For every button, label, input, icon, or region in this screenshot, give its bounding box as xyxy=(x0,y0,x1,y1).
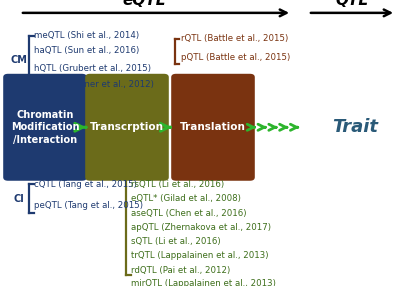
Text: hQTL (Grubert et al., 2015): hQTL (Grubert et al., 2015) xyxy=(34,63,151,73)
Text: apQTL (Zhernakova et al., 2017): apQTL (Zhernakova et al., 2017) xyxy=(131,223,271,232)
Text: QTL: QTL xyxy=(336,0,368,8)
Text: rdQTL (Pai et al., 2012): rdQTL (Pai et al., 2012) xyxy=(131,266,230,275)
Text: dsQTL (Degner et al., 2012): dsQTL (Degner et al., 2012) xyxy=(34,80,154,89)
FancyBboxPatch shape xyxy=(85,74,169,181)
Text: Trait: Trait xyxy=(332,118,378,136)
Text: pQTL (Battle et al., 2015): pQTL (Battle et al., 2015) xyxy=(181,53,290,62)
Text: eQTL* (Gilad et al., 2008): eQTL* (Gilad et al., 2008) xyxy=(131,194,241,203)
Text: aseQTL (Chen et al., 2016): aseQTL (Chen et al., 2016) xyxy=(131,208,247,218)
Text: meQTL (Shi et al., 2014): meQTL (Shi et al., 2014) xyxy=(34,31,139,40)
Text: eQTL: eQTL xyxy=(122,0,166,8)
Text: CM: CM xyxy=(11,55,28,65)
Text: mirQTL (Lappalainen et al., 2013): mirQTL (Lappalainen et al., 2013) xyxy=(131,279,276,286)
Text: Chromatin
Modification
/Interaction: Chromatin Modification /Interaction xyxy=(11,110,79,145)
Text: Translation: Translation xyxy=(180,122,246,132)
Text: rsQTL (Li et al., 2016): rsQTL (Li et al., 2016) xyxy=(131,180,224,189)
Text: rQTL (Battle et al., 2015): rQTL (Battle et al., 2015) xyxy=(181,33,288,43)
Text: CI: CI xyxy=(14,194,24,204)
Text: peQTL (Tang et al., 2015): peQTL (Tang et al., 2015) xyxy=(34,201,143,210)
Text: sQTL (Li et al., 2016): sQTL (Li et al., 2016) xyxy=(131,237,221,246)
FancyBboxPatch shape xyxy=(171,74,255,181)
FancyBboxPatch shape xyxy=(3,74,87,181)
Text: Transcrption: Transcrption xyxy=(90,122,164,132)
Text: cQTL (Tang et al., 2015): cQTL (Tang et al., 2015) xyxy=(34,180,137,189)
Text: trQTL (Lappalainen et al., 2013): trQTL (Lappalainen et al., 2013) xyxy=(131,251,269,261)
Text: haQTL (Sun et al., 2016): haQTL (Sun et al., 2016) xyxy=(34,46,139,55)
